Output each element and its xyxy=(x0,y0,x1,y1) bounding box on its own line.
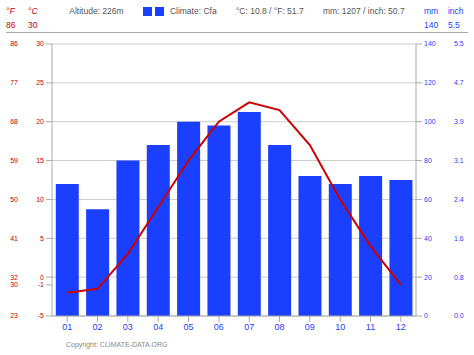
svg-text:120: 120 xyxy=(424,79,436,86)
svg-text:41: 41 xyxy=(10,235,18,242)
svg-text:50: 50 xyxy=(10,196,18,203)
svg-text:3.1: 3.1 xyxy=(454,157,464,164)
svg-text:15: 15 xyxy=(36,157,44,164)
svg-text:01: 01 xyxy=(62,322,72,332)
svg-text:1.6: 1.6 xyxy=(454,235,464,242)
svg-text:80: 80 xyxy=(424,157,432,164)
html-text:30: 30 xyxy=(28,19,38,30)
html-text:inch: inch xyxy=(447,6,464,16)
svg-text:0.8: 0.8 xyxy=(454,274,464,281)
html-text:mm: mm xyxy=(423,6,439,16)
svg-text:10: 10 xyxy=(36,196,44,203)
svg-text:30: 30 xyxy=(10,281,18,288)
svg-text:32: 32 xyxy=(10,274,18,281)
html-text:Climate: Cfa: Climate: Cfa xyxy=(169,6,217,16)
svg-text:4.7: 4.7 xyxy=(454,79,464,86)
svg-text:12: 12 xyxy=(396,322,406,332)
svg-text:60: 60 xyxy=(424,196,432,203)
svg-text:11: 11 xyxy=(366,322,375,332)
svg-text:5.5: 5.5 xyxy=(454,40,464,47)
svg-text:77: 77 xyxy=(10,79,18,86)
svg-text:5: 5 xyxy=(40,235,44,242)
svg-text:68: 68 xyxy=(10,118,18,125)
svg-text:40: 40 xyxy=(424,235,432,242)
svg-text:-5: -5 xyxy=(38,312,44,319)
svg-text:30: 30 xyxy=(36,40,44,47)
svg-text:140: 140 xyxy=(424,40,436,47)
svg-text:0: 0 xyxy=(424,312,428,319)
svg-text:20: 20 xyxy=(36,118,44,125)
html-text:86: 86 xyxy=(6,19,16,30)
html-text:mm: 1207 / inch: 50.7: mm: 1207 / inch: 50.7 xyxy=(322,6,405,16)
svg-text:0: 0 xyxy=(40,274,44,281)
svg-text:2.4: 2.4 xyxy=(454,196,464,203)
svg-text:100: 100 xyxy=(424,118,436,125)
html-text:°C: °C xyxy=(28,6,38,16)
svg-text:06: 06 xyxy=(214,322,224,332)
svg-text:3.9: 3.9 xyxy=(454,118,464,125)
svg-text:08: 08 xyxy=(274,322,284,332)
svg-text:20: 20 xyxy=(424,274,432,281)
html-text:5.5: 5.5 xyxy=(448,19,460,30)
svg-text:86: 86 xyxy=(10,40,18,47)
svg-text:25: 25 xyxy=(36,79,44,86)
svg-text:04: 04 xyxy=(153,322,163,332)
svg-text:03: 03 xyxy=(123,322,133,332)
svg-text:23: 23 xyxy=(10,312,18,319)
svg-text:-1: -1 xyxy=(38,281,44,288)
html-text:°F: °F xyxy=(6,6,15,16)
svg-text:0.0: 0.0 xyxy=(454,312,464,319)
html-text:Altitude: 226m: Altitude: 226m xyxy=(69,6,124,16)
html-text:°C: 10.8 / °F: 51.7: °C: 10.8 / °F: 51.7 xyxy=(235,6,304,16)
html-text:Copyright: CLIMATE-DATA.ORG: Copyright: CLIMATE-DATA.ORG xyxy=(66,341,168,348)
svg-text:09: 09 xyxy=(305,322,315,332)
svg-text:10: 10 xyxy=(335,322,345,332)
svg-text:02: 02 xyxy=(92,322,102,332)
html-text:140: 140 xyxy=(424,19,439,30)
svg-text:07: 07 xyxy=(244,322,254,332)
svg-text:59: 59 xyxy=(10,157,18,164)
svg-text:05: 05 xyxy=(183,322,193,332)
